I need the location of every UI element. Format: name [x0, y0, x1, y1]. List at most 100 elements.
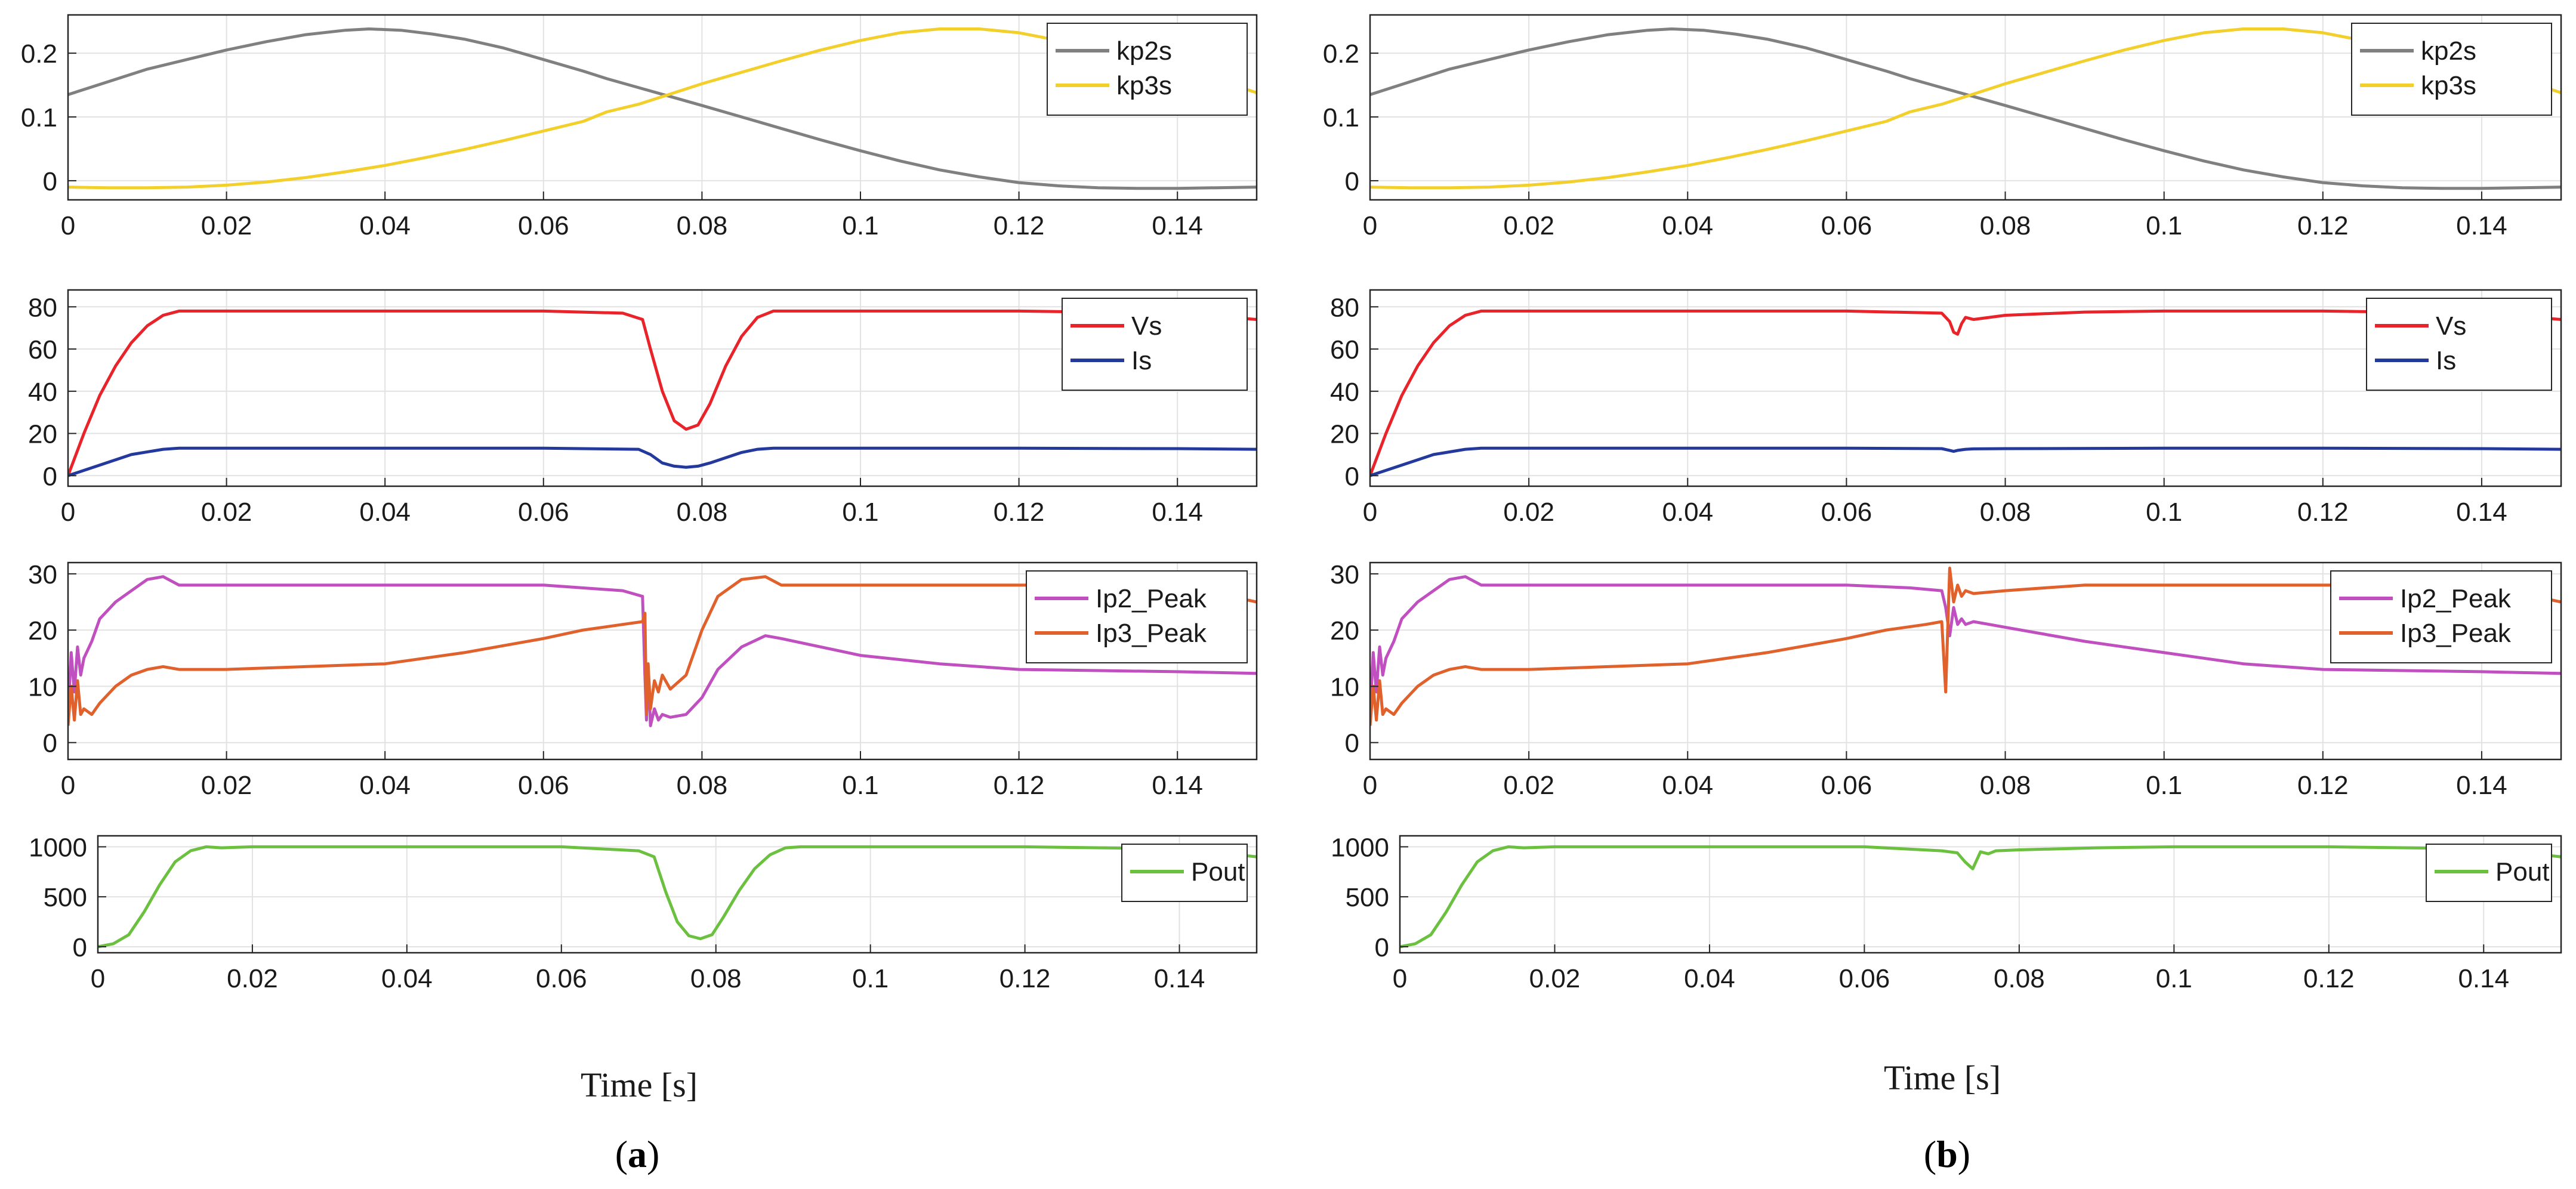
x-tick-label: 0.14: [1154, 964, 1205, 993]
legend-label-kp3s: kp3s: [2421, 71, 2476, 100]
x-tick-label: 0.14: [2456, 498, 2507, 527]
series-line-Ip3_Peak: [1370, 566, 2561, 726]
x-tick-label: 0.14: [2458, 964, 2509, 993]
series-line-Vs: [68, 309, 1257, 477]
x-tick-label: 0.1: [842, 498, 878, 527]
y-tick-label: 10: [1330, 672, 1359, 702]
series-line-Ip3_Peak: [68, 575, 1257, 726]
x-tick-label: 0.04: [359, 498, 411, 527]
legend-label-Ip2_Peak: Ip2_Peak: [1096, 584, 1207, 613]
axes-box: [67, 14, 1258, 201]
legend-box: [2366, 298, 2552, 391]
x-tick-label: 0.04: [1662, 498, 1713, 527]
y-tick-label: 0.2: [1323, 39, 1359, 69]
x-tick-label: 0.08: [1980, 498, 2031, 527]
x-tick-label: 0.14: [1152, 498, 1203, 527]
x-tick-label: 0.1: [2146, 211, 2182, 240]
x-tick-label: 0.08: [1980, 771, 2031, 800]
x-tick-label: 0.08: [677, 498, 728, 527]
x-tick-label: 0: [1393, 964, 1407, 993]
y-tick-label: 20: [1330, 420, 1359, 449]
y-tick-label: 500: [44, 883, 87, 912]
x-tick-label: 0.1: [2146, 498, 2182, 527]
x-tick-label: 0.12: [2303, 964, 2355, 993]
x-tick-label: 0: [91, 964, 105, 993]
caption-close: ): [1958, 1133, 1970, 1175]
y-tick-label: 40: [28, 378, 57, 407]
axes-box: [1369, 14, 2562, 201]
y-tick-label: 20: [28, 420, 57, 449]
x-tick-label: 0.02: [227, 964, 278, 993]
x-tick-label: 0.06: [1839, 964, 1890, 993]
x-tick-label: 0: [1363, 211, 1377, 240]
y-tick-label: 0: [43, 167, 57, 196]
x-tick-label: 0.14: [2456, 771, 2507, 800]
subplot-b-4: 0 0.02 0.04 0.06 0.08 0.1 0.12 0.14 0 500 1000 Pout: [1331, 833, 2562, 993]
axes-box: [67, 561, 1258, 761]
subplot-a-4: 0 0.02 0.04 0.06 0.08 0.1 0.12 0.14 0 500 1000 Pout: [29, 833, 1258, 993]
subplot-b-2: 0 0.02 0.04 0.06 0.08 0.1 0.12 0.14 0 20 40 60 80 Vs I…: [1330, 289, 2562, 527]
y-tick-label: 0: [73, 933, 87, 962]
series-line-Pout: [1400, 845, 2561, 949]
y-tick-label: 0: [1345, 729, 1359, 758]
y-tick-label: 60: [28, 335, 57, 365]
x-tick-label: 0.02: [1503, 211, 1554, 240]
x-tick-label: 0.12: [2297, 211, 2349, 240]
y-tick-label: 1000: [29, 833, 87, 862]
x-tick-label: 0.06: [518, 211, 569, 240]
axes-box: [97, 835, 1258, 954]
x-tick-label: 0.04: [359, 771, 411, 800]
x-tick-label: 0.04: [381, 964, 433, 993]
series-line-Vs: [1370, 309, 2561, 477]
caption-close: ): [647, 1133, 659, 1175]
x-tick-label: 0.02: [1503, 498, 1554, 527]
x-tick-label: 0.04: [1662, 771, 1713, 800]
axes-box: [67, 289, 1258, 487]
legend-box: [2330, 570, 2552, 663]
series-line-Is: [1370, 446, 2561, 477]
x-tick-label: 0.14: [1152, 211, 1203, 240]
legend-box: [2351, 23, 2552, 116]
y-tick-label: 500: [1346, 883, 1389, 912]
x-tick-label: 0.1: [2146, 771, 2182, 800]
y-tick-label: 1000: [1331, 833, 1389, 862]
legend-box: [1026, 570, 1248, 663]
legend-label-Is: Is: [2436, 346, 2456, 375]
legend-label-Ip3_Peak: Ip3_Peak: [1096, 619, 1207, 648]
subplot-a-2: 0 0.02 0.04 0.06 0.08 0.1 0.12 0.14 0 20 40 60 80 Vs I…: [28, 289, 1258, 527]
x-tick-label: 0.08: [1994, 964, 2045, 993]
x-tick-label: 0.12: [994, 771, 1045, 800]
y-tick-label: 0: [43, 729, 57, 758]
legend: Ip2_Peak Ip3_Peak: [1026, 570, 1248, 663]
y-tick-label: 80: [1330, 293, 1359, 322]
legend: Vs Is: [2366, 298, 2552, 391]
y-tick-label: 60: [1330, 335, 1359, 365]
x-tick-label: 0.06: [518, 771, 569, 800]
panel-caption-b: (b): [1924, 1133, 1970, 1175]
x-axis-label-a: Time [s]: [581, 1066, 698, 1104]
legend-label-Is: Is: [1131, 346, 1152, 375]
legend-label-Pout: Pout: [2495, 857, 2550, 887]
series-line-Pout: [98, 845, 1257, 949]
y-tick-label: 0: [43, 462, 57, 491]
x-tick-label: 0.12: [999, 964, 1051, 993]
x-tick-label: 0.08: [690, 964, 742, 993]
series-line-kp2s: [1370, 27, 2561, 190]
y-tick-label: 10: [28, 672, 57, 702]
plot-area: [1370, 290, 2561, 486]
plot-area: [98, 836, 1257, 953]
legend-label-Vs: Vs: [2436, 311, 2466, 341]
axes-box: [1369, 561, 2562, 761]
legend: Pout: [1121, 844, 1248, 902]
x-tick-label: 0.08: [677, 771, 728, 800]
legend-box: [1062, 298, 1248, 391]
x-tick-label: 0.06: [536, 964, 587, 993]
y-tick-label: 0: [1345, 462, 1359, 491]
y-tick-label: 0: [1375, 933, 1389, 962]
legend-label-Pout: Pout: [1191, 857, 1245, 887]
series-line-Is: [68, 446, 1257, 477]
caption-letter: b: [1936, 1133, 1958, 1175]
